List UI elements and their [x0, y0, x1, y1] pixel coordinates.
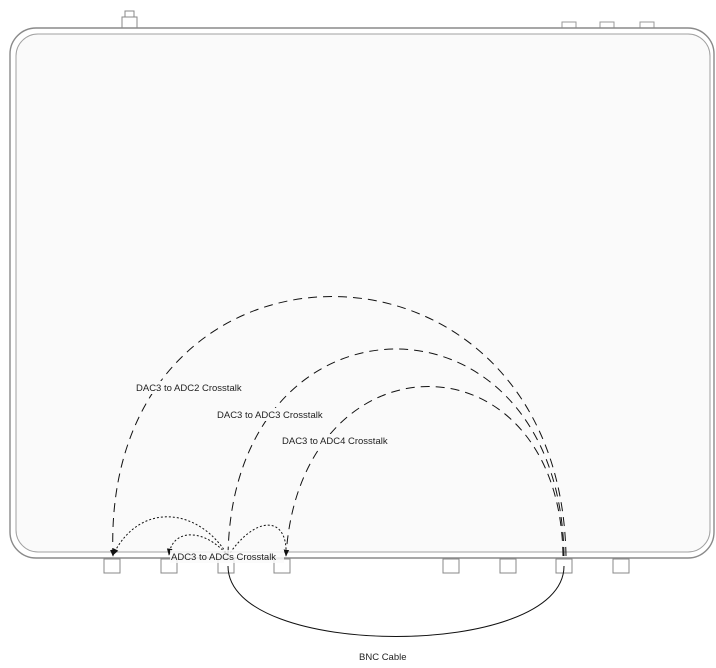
bnc-cable	[227, 565, 565, 637]
dotted-arc-right	[227, 524, 287, 557]
top-right-connectors	[561, 21, 655, 29]
port-adc2	[103, 558, 121, 574]
top-antenna-connector	[121, 10, 138, 29]
dotted-arc-left	[112, 516, 229, 557]
label-adc3-to-adcs: ADC3 to ADCs Crosstalk	[171, 552, 276, 563]
port-5	[442, 558, 460, 574]
arc-dac3-to-adc4	[283, 386, 564, 557]
port-8	[612, 558, 630, 574]
label-dac3-to-adc4: DAC3 to ADC4 Crosstalk	[282, 436, 388, 447]
label-dac3-to-adc3: DAC3 to ADC3 Crosstalk	[217, 410, 323, 421]
label-bnc-cable: BNC Cable	[359, 652, 407, 663]
port-6	[499, 558, 517, 574]
device-body	[9, 27, 715, 559]
label-dac3-to-adc2: DAC3 to ADC2 Crosstalk	[136, 383, 242, 394]
dotted-arc-mid	[166, 534, 229, 557]
